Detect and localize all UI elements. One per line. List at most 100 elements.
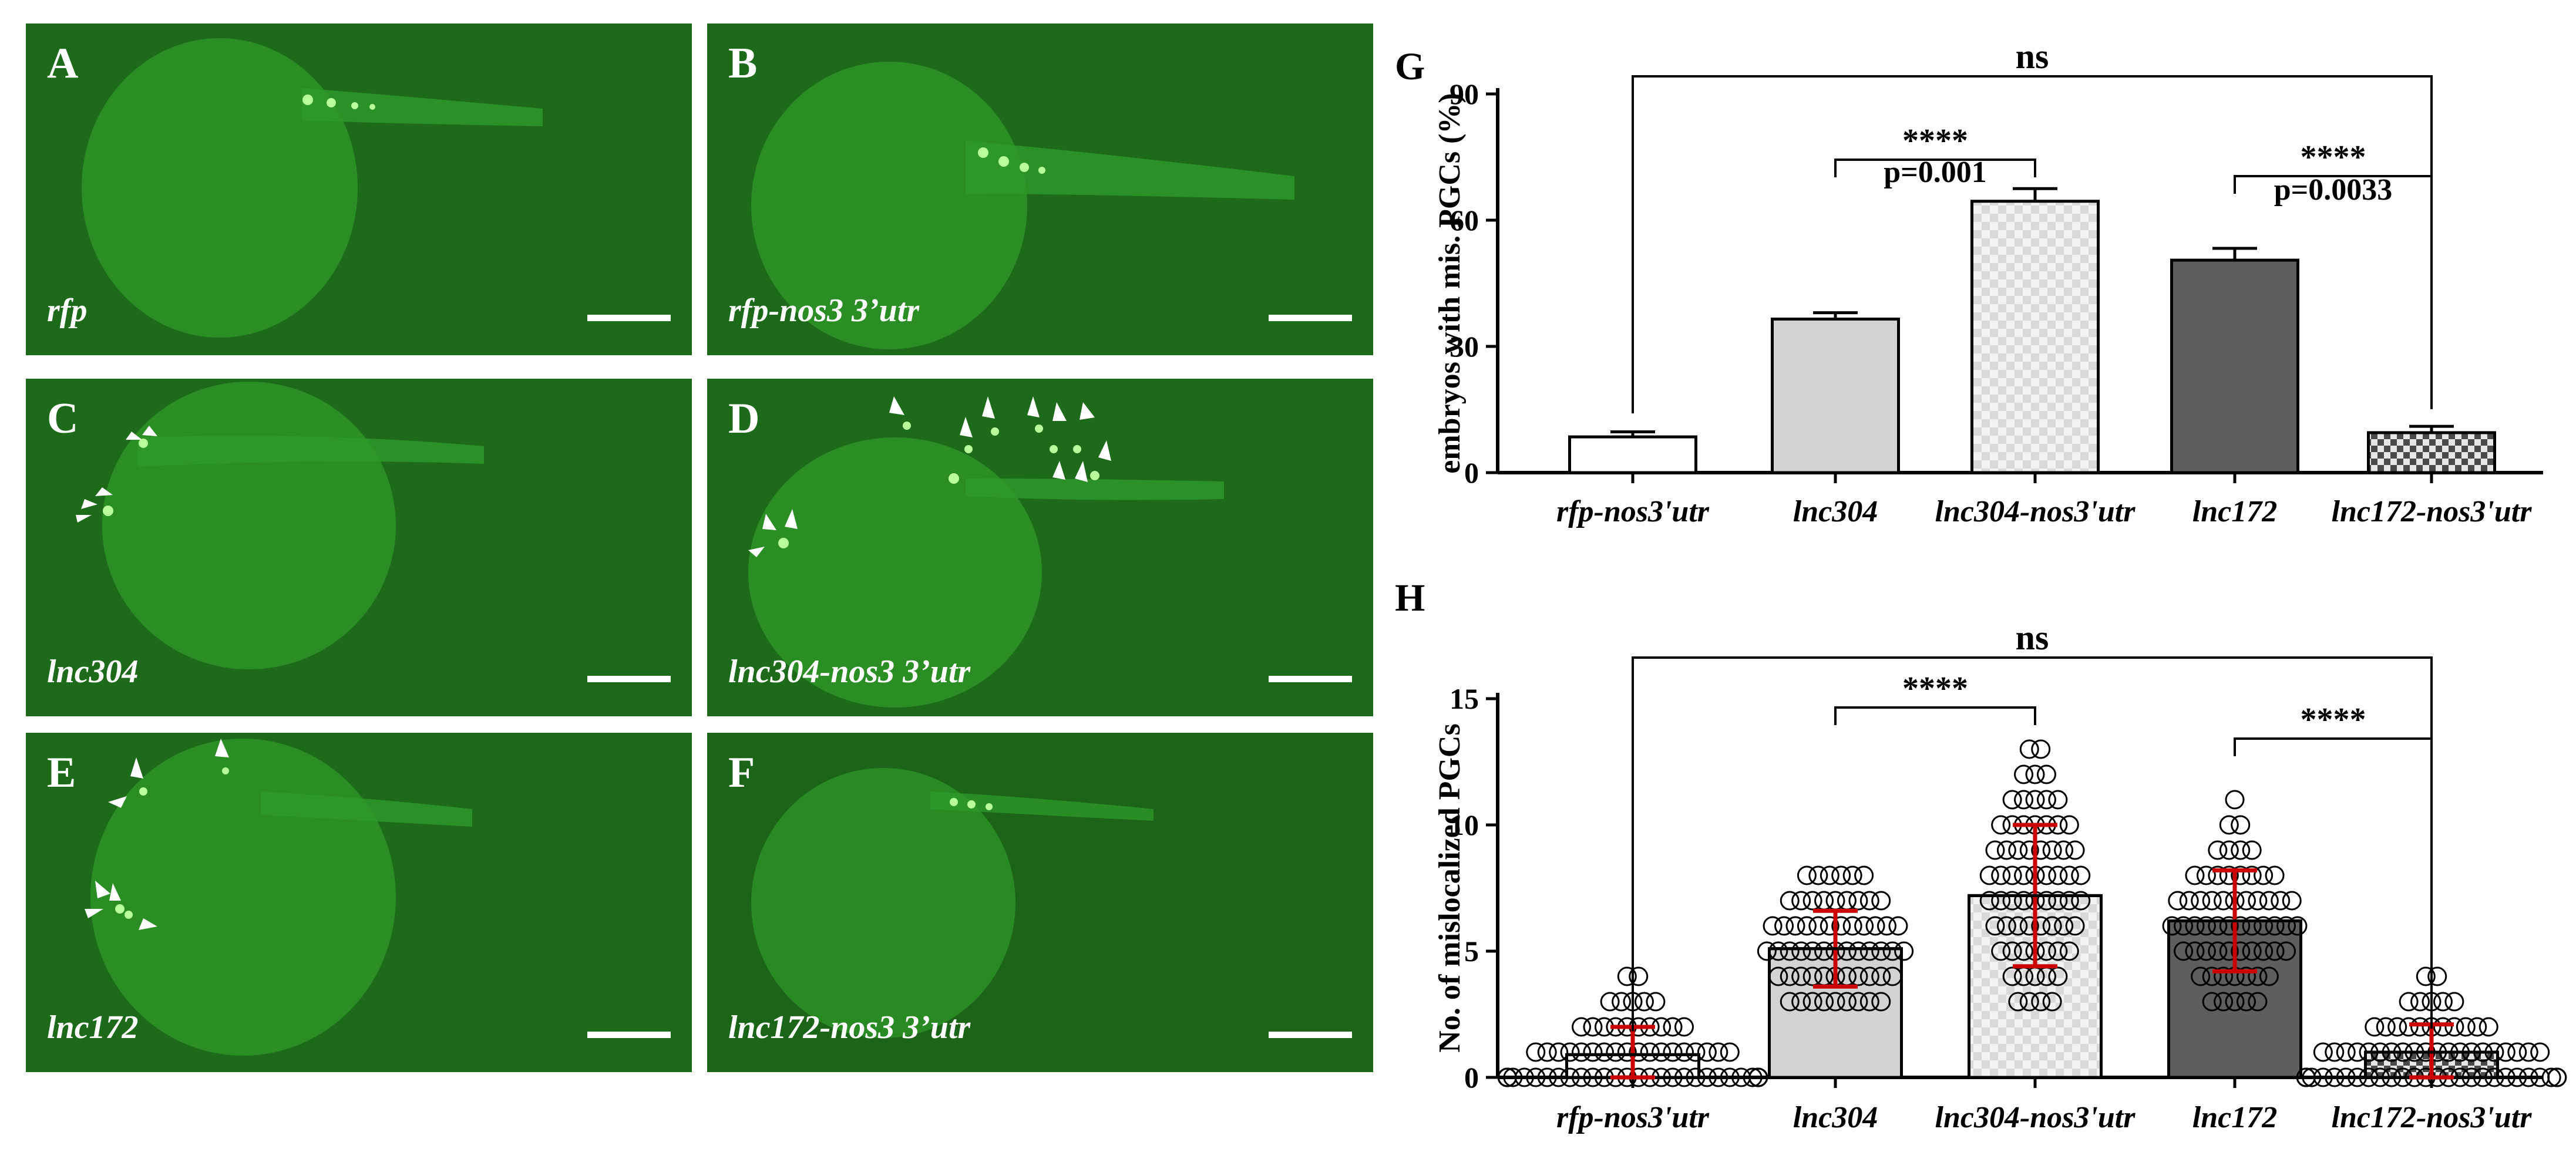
data-point (2248, 966, 2268, 986)
pgc-arrowhead (130, 757, 143, 779)
data-point (2433, 992, 2453, 1012)
x-tick-label: lnc304-nos3'utr (1935, 495, 2136, 528)
data-point (2219, 916, 2239, 936)
data-point (1526, 1042, 1546, 1062)
data-point (2019, 739, 2039, 759)
y-axis-label: embryos with mis. PGCs (%) (1433, 93, 1467, 474)
data-point (1785, 916, 1805, 936)
data-point (1526, 1067, 1546, 1087)
data-point (2231, 916, 2251, 936)
data-point (2248, 992, 2268, 1012)
data-point (1652, 1042, 1672, 1062)
data-point (2254, 865, 2274, 885)
data-point (1768, 966, 1788, 986)
data-point (2236, 966, 2256, 986)
data-point (2048, 790, 2068, 810)
data-point (1503, 1067, 1523, 1087)
data-point (1663, 1042, 1683, 1062)
data-point (1985, 916, 2005, 936)
data-point (2019, 916, 2039, 936)
data-point (2496, 1067, 2516, 1087)
panel-label-a: A (47, 39, 79, 87)
data-point (1814, 992, 1834, 1012)
data-point (1791, 941, 1811, 961)
data-point (2231, 815, 2251, 835)
data-point (2276, 916, 2296, 936)
data-point (1848, 966, 1868, 986)
pgc-arrowhead (142, 426, 157, 436)
data-point (1617, 966, 1637, 986)
x-tick-label: lnc172 (2192, 495, 2277, 528)
data-point (2265, 865, 2285, 885)
pgc-arrowhead (1027, 396, 1040, 417)
pgc-arrowhead (889, 396, 904, 415)
data-point (1996, 916, 2016, 936)
data-point (2202, 891, 2222, 911)
data-point (2196, 941, 2216, 961)
significance-bracket (2234, 737, 2433, 756)
data-point (2473, 1067, 2493, 1087)
data-point (2359, 1067, 2379, 1087)
data-point (2042, 992, 2062, 1012)
data-point (1774, 916, 1794, 936)
data-point (2179, 891, 2199, 911)
data-point (1859, 992, 1879, 1012)
data-point (2461, 1067, 2481, 1087)
significance-label: **** (2301, 702, 2366, 738)
data-point (2031, 992, 2051, 1012)
pgc-arrowhead (81, 499, 97, 509)
bar-lnc304 (1771, 317, 1900, 474)
data-point (1709, 1067, 1728, 1087)
pgc-arrowhead (748, 547, 765, 557)
data-point (1674, 1067, 1694, 1087)
data-point (2008, 916, 2028, 936)
data-point (2410, 1017, 2430, 1037)
condition-label-a: rfp (47, 292, 88, 329)
data-point (2399, 992, 2419, 1012)
data-point (2219, 815, 2239, 835)
data-point (2433, 1017, 2453, 1037)
data-point (1888, 916, 1908, 936)
significance-label: **** (2301, 139, 2366, 176)
panel-label-c: C (47, 395, 79, 443)
data-point (2014, 941, 2034, 961)
y-axis-label: No. of mislocalized PGCs (1433, 723, 1467, 1052)
data-point (2048, 891, 2068, 911)
y-tick-label: 0 (1464, 456, 1479, 489)
data-point (2254, 916, 2274, 936)
data-point (2456, 1017, 2476, 1037)
significance-bracket (1632, 656, 2433, 1032)
data-point (1720, 1042, 1740, 1062)
data-point (2054, 916, 2074, 936)
data-point (2196, 916, 2216, 936)
data-point (1583, 1017, 1603, 1037)
pgc-arrowhead (95, 881, 110, 898)
data-point (1831, 865, 1851, 885)
data-point (2387, 1017, 2407, 1037)
data-point (2547, 1067, 2567, 1087)
scale-bar (1269, 1032, 1352, 1038)
pgc-arrowhead (1098, 440, 1111, 461)
y-tick-label: 10 (1450, 808, 1479, 841)
y-tick-label: 60 (1450, 204, 1479, 237)
data-point (1859, 891, 1879, 911)
data-point (2014, 764, 2034, 784)
micrograph-image-d (707, 379, 1373, 716)
data-point (1842, 916, 1862, 936)
data-point (2242, 916, 2262, 936)
data-point (2416, 966, 2436, 986)
y-tick-label: 90 (1450, 78, 1479, 110)
data-point (2265, 941, 2285, 961)
micrograph-image-a (26, 23, 692, 355)
data-point (2048, 865, 2068, 885)
data-point (2325, 1042, 2345, 1062)
data-point (1894, 941, 1914, 961)
x-tick-label: lnc304 (1793, 1101, 1878, 1134)
data-point (2008, 992, 2028, 1012)
data-point (1859, 966, 1879, 986)
data-point (1780, 966, 1800, 986)
panel-label-d: D (728, 395, 760, 443)
data-point (1686, 1042, 1706, 1062)
data-point (2484, 1067, 2504, 1087)
micrograph-panel-c: C lnc304 (26, 379, 692, 716)
